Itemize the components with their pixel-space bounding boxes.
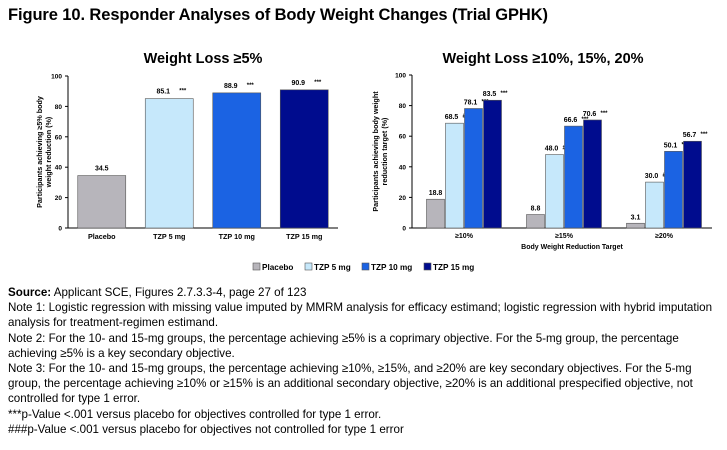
- chart2-y-tick-label: 100: [395, 73, 406, 80]
- chart2-category-label: ≥15%: [555, 233, 574, 240]
- chart1-y-tick-label: 0: [58, 226, 62, 233]
- chart2-y-tick-label: 0: [402, 226, 406, 233]
- chart1-y-tick-label: 20: [55, 195, 63, 202]
- chart1-value-label: 34.5: [95, 166, 109, 173]
- chart2-bar: [645, 181, 664, 229]
- note-3: Note 3: For the 10- and 15-mg groups, th…: [8, 362, 693, 406]
- source-label: Source:: [8, 286, 52, 299]
- chart2-value-label: 8.8: [531, 206, 541, 213]
- chart1-y-tick-label: 80: [55, 104, 63, 111]
- chart1-y-tick-label: 100: [51, 74, 62, 81]
- chart1-axes: 0 20 40 60 80 100 Participants achieving ≥5% b…: [35, 74, 338, 233]
- figure-title: Figure 10. Responder Analyses of Body We…: [8, 6, 548, 24]
- legend-label: TZP 10 mg: [371, 263, 412, 272]
- chart2-significance-label: ***: [601, 111, 609, 117]
- chart2-y-axis-label: Participants achieving body weightreduct…: [371, 91, 389, 212]
- chart1-category-label: TZP 15 mg: [286, 232, 322, 241]
- chart2-bar: [426, 198, 445, 229]
- source-text: Applicant SCE, Figures 2.7.3.3-4, page 2…: [51, 286, 307, 299]
- chart1-bar: [212, 92, 262, 229]
- chart1-y-tick-label: 40: [55, 165, 63, 172]
- chart1-bar: [144, 98, 194, 229]
- chart2-bar: [664, 151, 683, 229]
- chart1-value-label: 85.1: [156, 89, 170, 96]
- chart2-bars: 18.868.5###78.1***83.5***≥10%8.848.0###6…: [426, 91, 709, 240]
- chart1-bars: 34.5 Placebo 85.1 *** TZP 5 mg 88.9 *** TZP 10 …: [77, 80, 329, 241]
- chart1-bar: [77, 175, 127, 229]
- chart2-value-label: 18.8: [429, 190, 443, 197]
- chart2-bar: [683, 140, 702, 229]
- chart2-value-label: 48.0: [545, 146, 559, 153]
- legend-swatch: [423, 262, 432, 271]
- legend-swatch: [361, 262, 370, 271]
- chart2-category-label: ≥20%: [655, 233, 674, 240]
- note-hashes: ###p-Value <.001 versus placebo for obje…: [8, 422, 404, 436]
- chart2-value-label: 70.6: [583, 111, 597, 118]
- chart2-y-tick-label: 80: [399, 103, 407, 110]
- chart2-bar: [626, 222, 645, 229]
- chart2-bar: [445, 122, 464, 229]
- chart1-title: Weight Loss ≥5%: [144, 51, 263, 67]
- chart1-value-label: 88.9: [224, 83, 238, 90]
- note-2: Note 2: For the 10- and 15-mg groups, th…: [8, 331, 679, 360]
- chart2-value-label: 83.5: [483, 91, 497, 98]
- chart2-bar: [483, 99, 502, 229]
- chart1-y-axis-label: Participants achieving ≥5% bodyweight re…: [35, 96, 53, 208]
- chart2-y-tick-label: 20: [399, 195, 407, 202]
- chart2-value-label: 50.1: [664, 142, 678, 149]
- chart2-bar: [583, 119, 602, 229]
- chart2-value-label: 30.0: [645, 173, 659, 180]
- chart2-value-label: 68.5: [445, 114, 459, 121]
- chart2-y-tick-label: 60: [399, 134, 407, 141]
- chart2-significance-label: ***: [501, 91, 509, 97]
- chart2-y-tick-label: 40: [399, 164, 407, 171]
- figure-notes: Source: Applicant SCE, Figures 2.7.3.3-4…: [8, 285, 720, 437]
- chart2-bar: [564, 125, 583, 229]
- source-line: Source: Applicant SCE, Figures 2.7.3.3-4…: [8, 285, 720, 300]
- chart1-category-label: TZP 10 mg: [219, 232, 255, 241]
- chart2-bar: [526, 214, 545, 229]
- chart1-category-label: TZP 5 mg: [153, 232, 185, 241]
- chart2-bar: [545, 154, 564, 229]
- chart1-significance-label: ***: [314, 80, 322, 86]
- chart-legend: Placebo TZP 5 mg TZP 10 mg TZP 15 mg: [252, 262, 474, 272]
- chart2-category-label: ≥10%: [455, 233, 474, 240]
- chart2-title: Weight Loss ≥10%, 15%, 20%: [442, 51, 643, 67]
- chart2-value-label: 56.7: [683, 132, 697, 139]
- chart2-significance-label: ***: [701, 132, 709, 138]
- chart2-value-label: 3.1: [631, 214, 641, 221]
- chart1-bar: [279, 89, 329, 229]
- chart1-category-label: Placebo: [88, 232, 116, 241]
- legend-label: TZP 5 mg: [314, 263, 351, 272]
- chart2-value-label: 78.1: [464, 100, 478, 107]
- legend-label: Placebo: [262, 263, 293, 272]
- chart1-significance-label: ***: [247, 83, 255, 89]
- chart1-y-tick-label: 60: [55, 134, 63, 141]
- chart1-significance-label: ***: [179, 89, 187, 95]
- note-stars: ***p-Value <.001 versus placebo for obje…: [8, 407, 382, 421]
- legend-swatch: [304, 262, 313, 271]
- legend-label: TZP 15 mg: [433, 263, 474, 272]
- chart2-value-label: 66.6: [564, 117, 578, 124]
- note-1: Note 1: Logistic regression with missing…: [8, 301, 713, 330]
- legend-swatch: [252, 262, 261, 271]
- chart2-bar: [464, 108, 483, 229]
- chart1-value-label: 90.9: [291, 80, 305, 87]
- chart2-x-axis-label: Body Weight Reduction Target: [521, 244, 623, 251]
- figure-charts: Weight Loss ≥5% Weight Loss ≥10%, 15%, 2…: [35, 51, 712, 272]
